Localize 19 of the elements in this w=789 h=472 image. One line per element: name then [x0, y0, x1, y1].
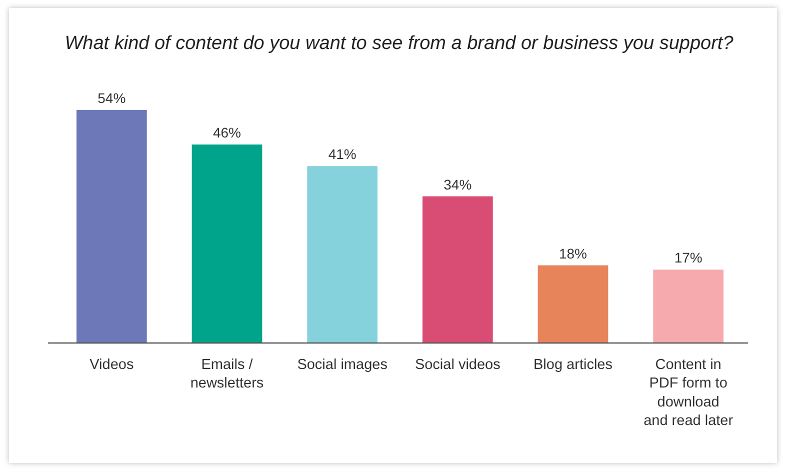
x-tick-label: Social videos	[414, 357, 500, 373]
data-label: 41%	[328, 146, 356, 162]
x-tick-label: Emails / newsletters	[190, 357, 264, 392]
x-tick-label: Social images	[297, 357, 388, 373]
bar	[307, 166, 378, 343]
chart-title: What kind of content do you want to see from a brand or business you support?	[64, 33, 734, 54]
data-label: 46%	[212, 124, 242, 141]
x-tick-label: Videos	[90, 357, 134, 373]
data-label: 18%	[558, 245, 588, 262]
bar	[76, 110, 147, 343]
bar	[538, 265, 608, 343]
bar	[192, 144, 262, 343]
x-tick-label: Content in PDF form to download and read later	[644, 357, 734, 430]
data-label: 34%	[444, 176, 472, 192]
x-tick-label: Blog articles	[534, 357, 612, 373]
bar	[653, 270, 724, 343]
data-label: 17%	[674, 250, 702, 266]
bar	[422, 196, 493, 343]
data-label: 54%	[98, 90, 126, 106]
